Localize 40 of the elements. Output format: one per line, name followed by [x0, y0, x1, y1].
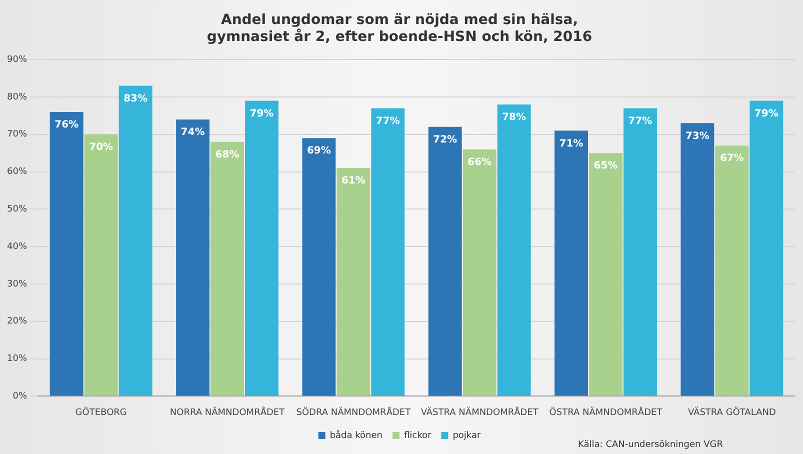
y-tick-label: 20%	[6, 316, 28, 327]
text: Källa: CAN-undersökningen VGR	[578, 440, 723, 450]
data-label: 78%	[502, 112, 526, 124]
data-label: 74%	[180, 127, 205, 138]
data-label: 65%	[594, 160, 618, 172]
data-label: 61%	[341, 176, 366, 187]
legend-label: båda könen	[330, 430, 382, 441]
legend-label: pojkar	[452, 430, 481, 441]
y-tick-label: 30%	[6, 279, 28, 290]
data-label: 66%	[468, 156, 492, 168]
y-tick-label: 0%	[12, 392, 28, 402]
legend-label: flickor	[404, 430, 432, 441]
x-tick-label: VÄSTRA GÖTALAND	[688, 406, 776, 418]
y-tick-label: 60%	[6, 167, 28, 178]
x-tick-label: NORRA NÄMNDOMRÅDET	[170, 406, 286, 418]
data-label: 77%	[628, 116, 652, 127]
y-tick-label: 90%	[6, 54, 28, 65]
text: Andel ungdomar som är nöjda med sin hälsa,	[220, 12, 578, 28]
data-label: 71%	[559, 138, 584, 150]
data-label: 77%	[376, 116, 400, 127]
y-tick-label: 10%	[6, 354, 28, 364]
data-label: 79%	[250, 108, 274, 120]
data-label: 67%	[720, 153, 744, 164]
data-label: 70%	[89, 142, 114, 153]
y-tick-label: 50%	[6, 204, 28, 215]
x-tick-label: GÖTEBORG	[75, 406, 127, 418]
text: gymnasiet år 2, efter boende-HSN och kön, 2016	[206, 28, 592, 45]
data-label: 69%	[306, 146, 331, 157]
data-label: 72%	[433, 134, 458, 146]
y-tick-label: 40%	[6, 242, 28, 252]
data-label: 68%	[215, 149, 240, 160]
x-tick-label: SÖDRA NÄMNDOMRÅDET	[296, 406, 412, 418]
y-tick-label: 80%	[6, 92, 28, 102]
x-tick-label: VÄSTRA NÄMNDOMRÅDET	[420, 406, 539, 418]
data-label: 76%	[54, 120, 79, 131]
data-label: 83%	[124, 93, 148, 104]
y-tick-label: 70%	[6, 130, 28, 140]
data-label: 73%	[685, 130, 710, 142]
x-tick-label: ÖSTRA NÄMNDOMRÅDET	[549, 406, 663, 418]
data-label: 79%	[754, 108, 778, 120]
